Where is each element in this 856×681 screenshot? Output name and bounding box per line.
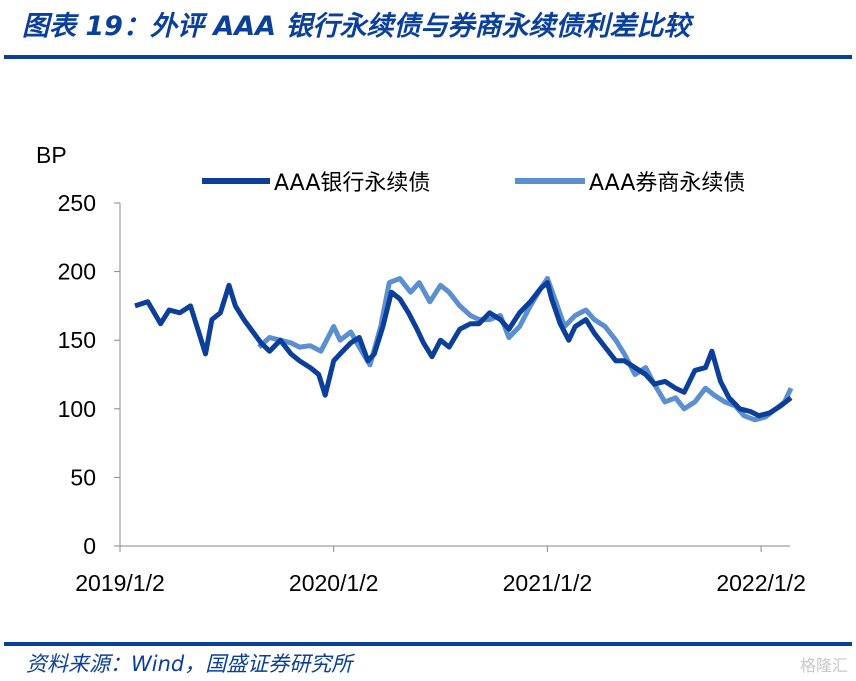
y-tick-label: 50: [70, 464, 96, 490]
y-tick-label: 250: [58, 190, 96, 216]
title-divider: [4, 55, 852, 59]
x-tick-label: 2019/1/2: [75, 570, 165, 596]
x-tick-label: 2020/1/2: [289, 570, 379, 596]
y-tick-label: 150: [58, 327, 96, 353]
y-tick-label: 200: [58, 259, 96, 285]
chart-title: 图表 19：外评 AAA 银行永续债与券商永续债利差比较: [22, 11, 691, 42]
x-tick-label: 2021/1/2: [503, 570, 593, 596]
legend: AAA银行永续债 AAA券商永续债: [202, 171, 745, 196]
y-tick-label: 0: [83, 533, 96, 559]
legend-label-broker: AAA券商永续债: [589, 171, 745, 196]
legend-label-bank: AAA银行永续债: [274, 171, 430, 196]
series-line-broker: [257, 276, 794, 423]
series-line-bank: [134, 280, 793, 419]
y-axis-label: BP: [36, 142, 67, 168]
footer-divider: [4, 642, 852, 646]
source-note: 资料来源：Wind，国盛证券研究所: [26, 652, 353, 676]
x-tick-label: 2022/1/2: [716, 570, 806, 596]
watermark-logo: 格隆汇: [799, 656, 848, 675]
y-tick-label: 100: [58, 396, 96, 422]
